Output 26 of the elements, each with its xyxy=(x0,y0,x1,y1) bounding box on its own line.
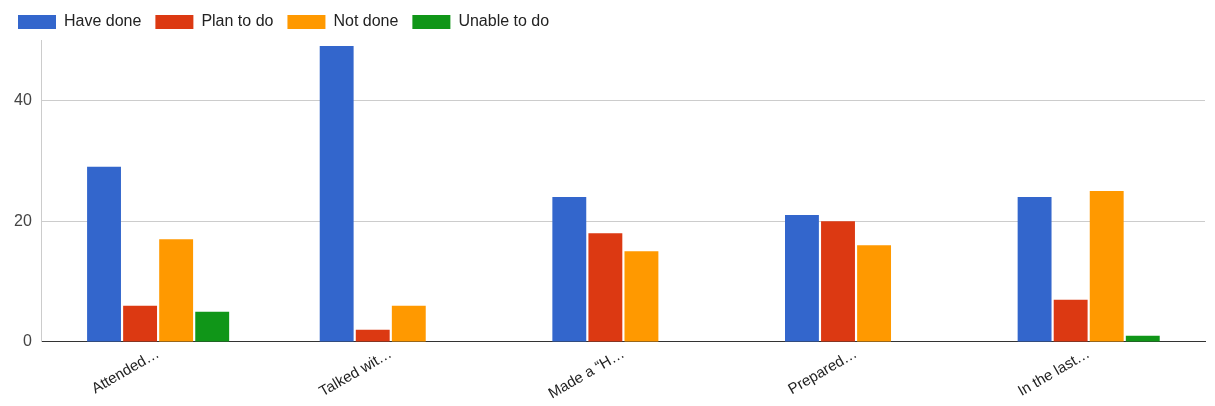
bar xyxy=(159,239,194,342)
y-tick-label: 0 xyxy=(22,332,32,350)
legend-label: Plan to do xyxy=(201,12,274,30)
legend-label: Unable to do xyxy=(458,12,550,30)
bar xyxy=(1017,196,1052,342)
bar xyxy=(624,251,659,342)
bar xyxy=(857,245,892,342)
bar xyxy=(1053,299,1088,342)
bar xyxy=(1125,335,1160,342)
bar xyxy=(87,166,121,342)
bar xyxy=(391,305,426,342)
bar xyxy=(785,215,819,342)
bar xyxy=(355,329,390,342)
bar xyxy=(123,305,158,342)
legend-label: Not done xyxy=(333,12,399,30)
bar xyxy=(588,233,623,342)
bar xyxy=(195,311,230,342)
bar xyxy=(1089,190,1124,342)
y-tick-label: 40 xyxy=(14,90,32,108)
legend-label: Have done xyxy=(64,12,142,30)
bar xyxy=(319,46,354,342)
bar xyxy=(821,221,855,342)
bar xyxy=(552,196,587,342)
x-tick-label: In the last… xyxy=(1014,344,1093,399)
x-tick-label: Made a “H… xyxy=(544,344,627,402)
y-tick-label: 20 xyxy=(14,211,32,229)
